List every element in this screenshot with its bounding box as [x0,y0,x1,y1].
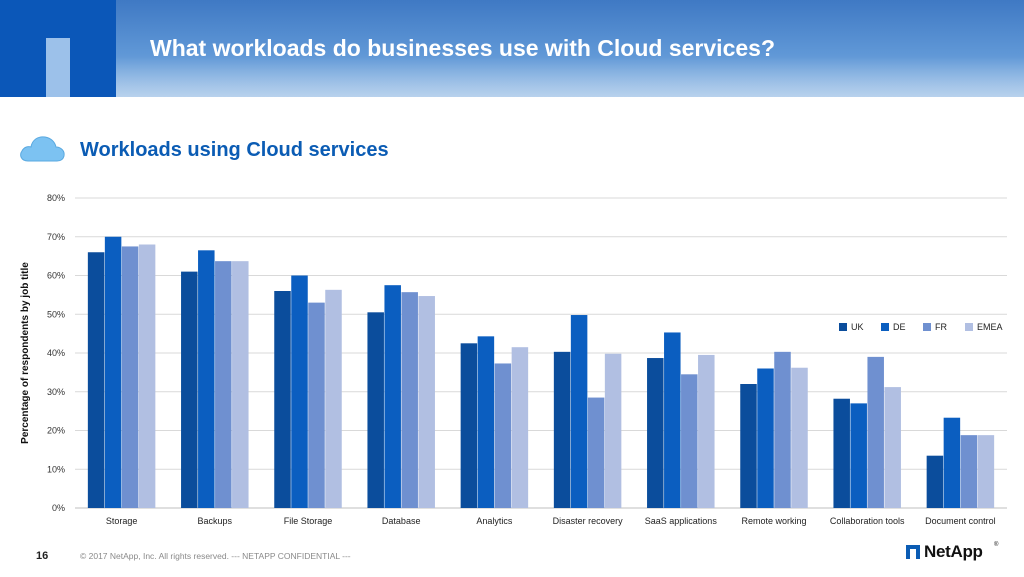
bar [138,244,156,508]
x-tick-label: Analytics [476,516,513,526]
header-banner: What workloads do businesses use with Cl… [0,0,1024,97]
y-tick-label: 20% [47,426,65,436]
x-tick-label: Backups [198,516,233,526]
bar [867,356,884,508]
y-tick-label: 80% [47,193,65,203]
x-tick-label: Remote working [741,516,806,526]
netapp-logo-icon [906,545,920,559]
bar [698,354,715,508]
bar [647,358,664,508]
bar [833,398,850,508]
page-number: 16 [36,550,49,562]
bar [943,417,961,508]
bar [494,363,512,508]
bar [104,236,122,508]
bar [367,312,384,508]
x-tick-label: Document control [925,516,996,526]
y-axis-label: Percentage of respondents by job title [20,262,31,444]
bar [791,367,808,508]
bar [740,384,757,508]
bar [121,246,139,508]
legend-swatch [965,323,973,331]
x-tick-label: Storage [106,516,138,526]
bar [274,291,291,508]
x-tick-label: Disaster recovery [553,516,624,526]
x-tick-label: SaaS applications [645,516,718,526]
y-tick-label: 60% [47,271,65,281]
logo-wordmark: NetApp [924,542,983,561]
legend-label: EMEA [977,322,1003,332]
bar [960,435,978,508]
bar [681,374,698,508]
bar-chart: 0% 10% 20% 30% 40% 50% 60% 70% 80% Percentage of … [20,193,1007,526]
bar [511,347,529,508]
bar [401,292,418,508]
bar [926,455,944,508]
bar [604,353,622,508]
bar [977,435,995,508]
y-tick-label: 70% [47,232,65,242]
x-tick-label: Collaboration tools [830,516,905,526]
bar [232,261,249,508]
bar [553,351,571,508]
bar [291,275,308,508]
y-tick-label: 50% [47,309,65,319]
bar [570,315,588,508]
bar [850,403,867,508]
legend-swatch [881,323,889,331]
logo-registered-mark: ® [994,542,999,548]
bar [418,296,435,508]
section-subtitle: Workloads using Cloud services [80,139,389,161]
bar [325,289,342,508]
bar [87,252,105,508]
bar [384,285,401,508]
bar [664,332,681,508]
y-tick-label: 0% [52,503,65,513]
bar [774,351,791,508]
bar [181,271,198,508]
bar [215,261,232,508]
bar [308,302,325,508]
bar [460,343,478,508]
cloud-icon [20,136,65,162]
legend-label: UK [851,322,864,332]
bar [884,387,901,508]
bar [477,336,495,508]
bar [757,368,774,508]
y-tick-label: 30% [47,387,65,397]
legend-swatch [839,323,847,331]
legend-label: FR [935,322,947,332]
x-tick-label: Database [382,516,421,526]
header-accent-bar-light [46,38,70,97]
legend-label: DE [893,322,906,332]
page-title: What workloads do businesses use with Cl… [150,35,775,61]
copyright-text: © 2017 NetApp, Inc. All rights reserved.… [80,551,351,561]
legend-swatch [923,323,931,331]
bar [198,250,215,508]
header-sky-background [0,57,1024,97]
bar [587,397,605,508]
y-tick-label: 40% [47,348,65,358]
y-tick-label: 10% [47,464,65,474]
x-tick-label: File Storage [284,516,333,526]
